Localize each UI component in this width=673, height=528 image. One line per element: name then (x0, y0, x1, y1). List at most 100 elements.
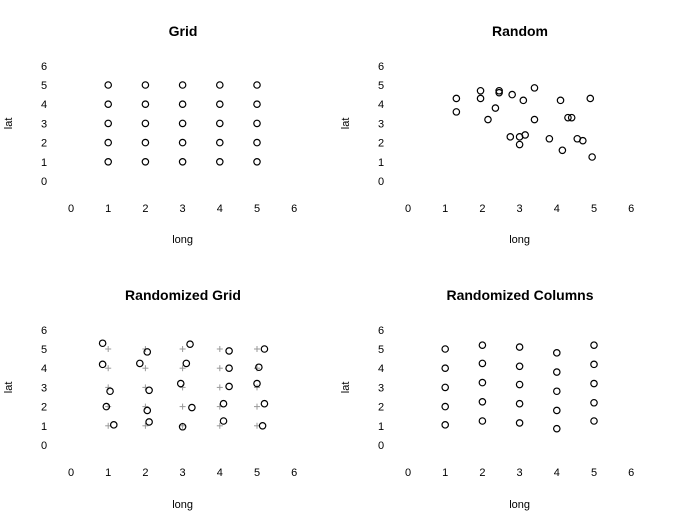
x-tick-label: 0 (405, 467, 411, 479)
data-point (109, 421, 118, 429)
data-point (564, 113, 572, 122)
data-point (515, 399, 524, 408)
x-tick-label: 5 (591, 203, 597, 215)
y-axis-label: lat (3, 382, 15, 394)
y-axis-label: lat (340, 382, 352, 394)
data-point (178, 119, 187, 128)
x-tick-label: 5 (254, 467, 260, 479)
data-point (441, 421, 450, 429)
x-axis-label: long (172, 234, 193, 246)
data-point (484, 115, 492, 124)
x-tick-label: 2 (479, 203, 485, 215)
y-tick-label: 0 (378, 440, 384, 452)
data-point (452, 94, 461, 103)
x-tick-label: 1 (442, 467, 448, 479)
data-point (253, 100, 261, 109)
data-point (519, 96, 528, 105)
x-tick-label: 1 (105, 203, 111, 215)
data-point (143, 406, 152, 415)
y-tick-label: 5 (378, 80, 384, 92)
plus-marker (105, 403, 112, 410)
x-tick-label: 0 (405, 203, 411, 215)
x-tick-label: 6 (628, 203, 634, 215)
data-point (552, 406, 561, 415)
data-point (225, 347, 233, 355)
y-tick-label: 2 (378, 138, 384, 150)
data-point (441, 364, 450, 373)
y-tick-label: 0 (378, 176, 384, 188)
plus-marker (254, 384, 260, 391)
data-point (186, 340, 194, 349)
plus-marker (254, 403, 260, 410)
data-point (178, 158, 187, 166)
data-point (178, 422, 187, 431)
data-point (530, 115, 539, 124)
data-point (253, 119, 261, 128)
data-point (441, 345, 450, 353)
data-point (145, 386, 153, 395)
data-point (260, 345, 269, 353)
plus-marker (179, 346, 186, 352)
chart-panel-4: Randomized Columns 0 1 2 3 4 5 6 0 1 2 3 4 5 6 lat long (340, 287, 634, 511)
data-point (545, 134, 554, 143)
data-point (176, 379, 185, 388)
x-axis-label: long (509, 234, 530, 246)
x-tick-label: 3 (180, 467, 186, 479)
data-point (258, 421, 267, 430)
y-tick-label: 2 (41, 402, 47, 414)
y-tick-label: 5 (41, 80, 47, 92)
data-point (216, 100, 224, 109)
data-point (530, 84, 539, 92)
y-tick-label: 4 (41, 99, 47, 111)
data-point (102, 402, 111, 411)
y-tick-label: 4 (41, 363, 47, 375)
y-tick-label: 1 (41, 157, 47, 169)
data-point (556, 96, 565, 105)
data-point (515, 380, 524, 389)
data-point (98, 360, 107, 369)
data-point (588, 153, 596, 161)
y-tick-label: 4 (378, 99, 384, 111)
chart-title: Randomized Columns (446, 287, 593, 303)
data-point (590, 417, 598, 425)
data-point (141, 158, 150, 166)
plus-marker (142, 403, 149, 410)
x-tick-label: 2 (479, 467, 485, 479)
data-point (141, 138, 150, 147)
data-point (141, 81, 150, 89)
chart-title: Grid (169, 23, 198, 39)
y-axis-label: lat (340, 118, 352, 130)
y-tick-label: 2 (41, 138, 47, 150)
data-point (552, 368, 561, 376)
data-point (476, 94, 485, 103)
data-point (141, 100, 150, 109)
x-tick-label: 1 (442, 203, 448, 215)
data-point (253, 379, 261, 388)
chart-panel-2: Random 0 1 2 3 4 5 6 0 1 2 3 4 5 6 lat long (340, 23, 634, 246)
x-tick-label: 6 (291, 203, 297, 215)
y-tick-label: 0 (41, 176, 47, 188)
data-point (104, 100, 113, 109)
data-point (260, 399, 269, 408)
data-point (478, 341, 487, 349)
data-point (216, 138, 224, 147)
data-point (515, 343, 524, 351)
y-axis-label: lat (3, 118, 15, 130)
data-point (441, 402, 450, 411)
x-tick-label: 4 (554, 203, 560, 215)
x-axis-label: long (172, 499, 193, 511)
x-tick-label: 3 (517, 467, 523, 479)
data-point (476, 86, 485, 95)
data-point (104, 138, 113, 147)
chart-title: Randomized Grid (125, 287, 241, 303)
data-point (506, 133, 515, 141)
data-point (104, 158, 113, 166)
data-point (141, 119, 150, 128)
data-point (590, 360, 598, 369)
data-point (219, 399, 228, 408)
y-tick-label: 1 (41, 421, 47, 433)
y-tick-label: 5 (378, 344, 384, 356)
data-point (508, 90, 516, 99)
y-tick-label: 6 (41, 61, 47, 73)
y-tick-label: 0 (41, 440, 47, 452)
